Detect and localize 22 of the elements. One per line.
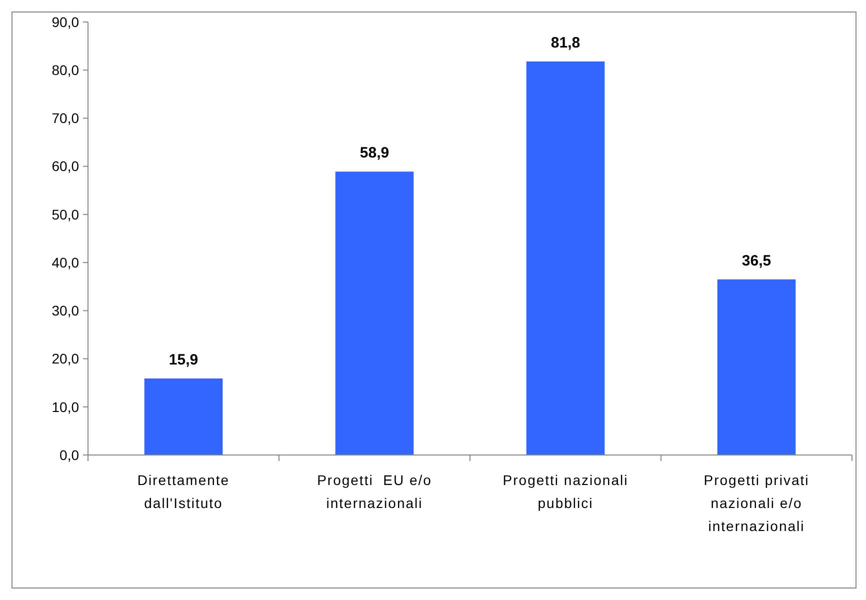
x-tick-label: Progetti EU e/o internazionali xyxy=(317,472,432,511)
y-tick-label: 0,0 xyxy=(60,446,80,463)
x-tick-label: Progetti nazionali pubblici xyxy=(502,472,628,511)
y-tick-label: 60,0 xyxy=(52,158,80,174)
x-tick-label: Progetti privati nazionali e/o internazionali xyxy=(704,472,810,534)
x-tick-label: Direttamente dall'Istituto xyxy=(137,472,230,511)
y-tick-label: 30,0 xyxy=(52,302,80,319)
data-label: 81,8 xyxy=(550,34,580,52)
data-label: 15,9 xyxy=(168,352,198,369)
y-tick-label: 20,0 xyxy=(52,350,80,367)
bar xyxy=(144,378,223,455)
y-tick-label: 90,0 xyxy=(52,14,80,30)
data-label: 58,9 xyxy=(360,144,390,162)
y-tick-label: 40,0 xyxy=(52,254,80,270)
data-label: 36,5 xyxy=(742,252,772,270)
bar xyxy=(335,172,414,455)
y-tick-label: 10,0 xyxy=(52,398,80,415)
bar xyxy=(526,61,605,455)
y-tick-label: 50,0 xyxy=(52,206,80,222)
y-tick-label: 70,0 xyxy=(52,110,80,126)
bar xyxy=(717,279,796,455)
y-tick-label: 80,0 xyxy=(52,62,80,78)
